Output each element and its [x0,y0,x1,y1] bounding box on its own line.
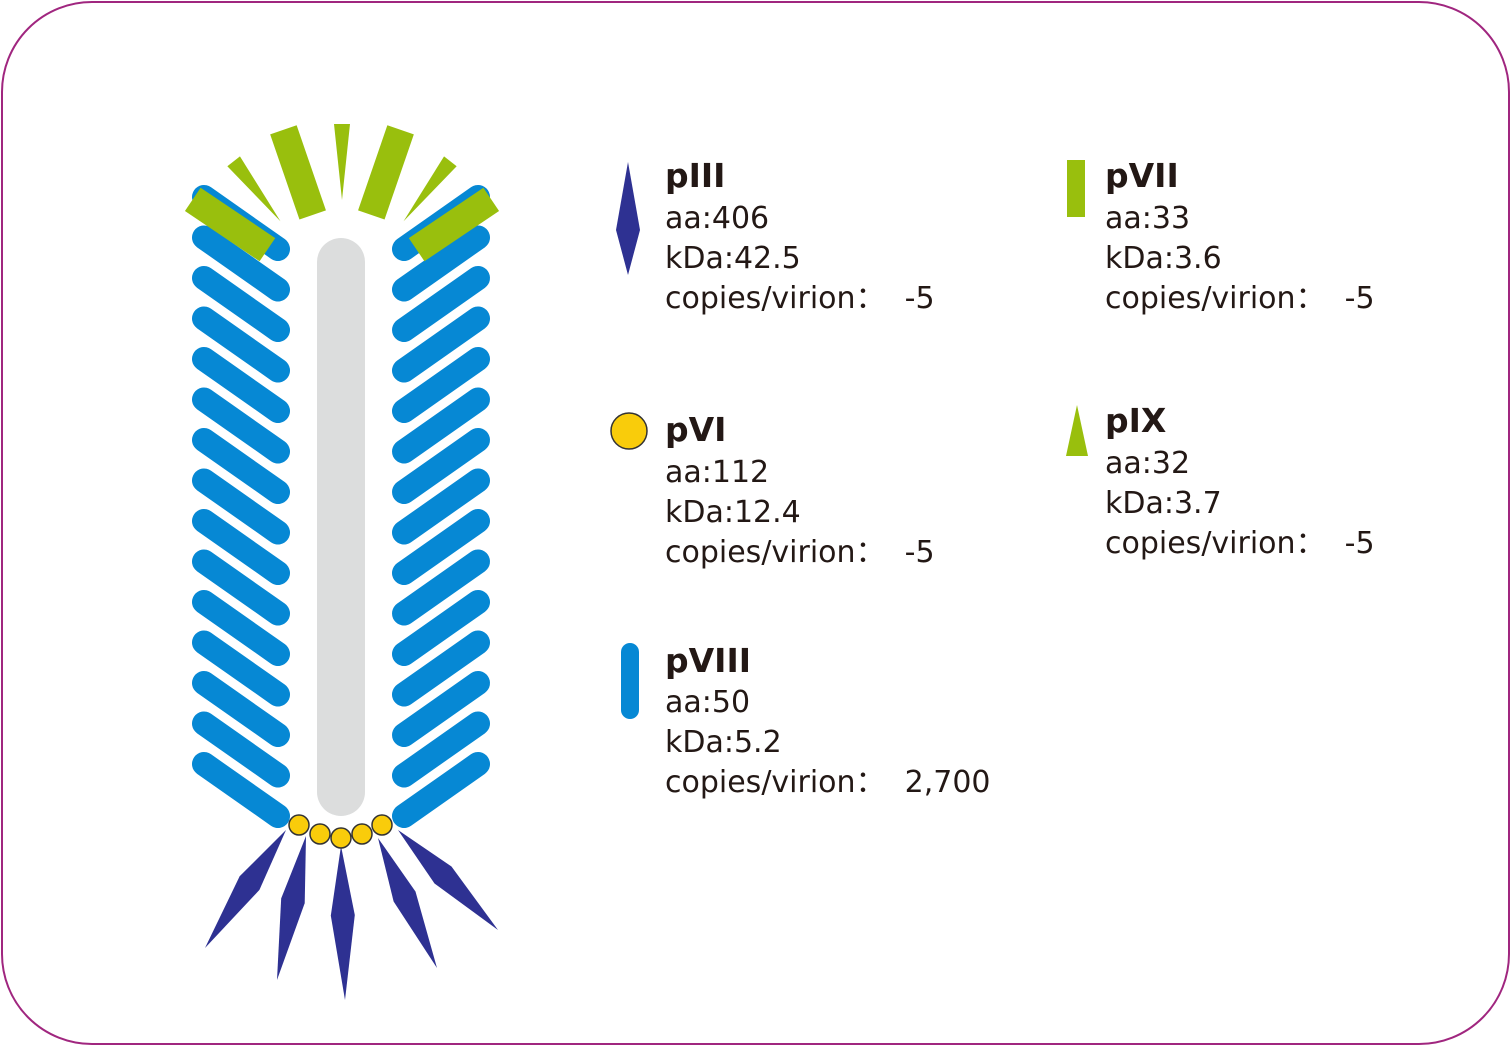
coat-rod [392,225,490,302]
tip-protein [334,124,350,200]
pvi-protein [330,827,352,849]
pvi-protein [309,823,331,845]
tip-protein [408,187,500,262]
coat-rod [192,590,290,666]
kda: kDa:3.7 [1105,486,1222,521]
tail-protein [378,838,437,968]
tip-protein [403,156,457,222]
copies: copies/virion： -5 [1105,281,1375,316]
coat-rod [192,509,290,585]
coat-rod [192,428,290,504]
tail-protein [330,846,355,1000]
pviii-icon [621,643,639,719]
kda: kDa:42.5 [665,241,801,276]
coat-rod [392,752,490,828]
pvi-icon [610,412,648,450]
pix-icon [1066,405,1088,456]
aa: aa:50 [665,685,750,720]
aa: aa:406 [665,201,769,236]
coat-rod [192,266,290,342]
tip-protein [184,187,276,262]
coat-rod [192,225,290,302]
name: pIII [665,156,725,195]
coat-rod [392,509,490,585]
coat-rod [392,590,490,666]
name: pVII [1105,156,1179,195]
coat-rod [192,347,290,423]
tail-protein [277,836,306,980]
coat-rod [192,630,290,707]
aa: aa:112 [665,455,769,490]
legend: pIII aa:406 kDa:42.5 copies/virion： -5 p… [665,156,1375,800]
aa: aa:33 [1105,201,1190,236]
coat-rod [192,387,290,464]
tail-protein [398,830,498,930]
copies: copies/virion： -5 [1105,526,1375,561]
tip-protein [270,125,326,220]
aa: aa:32 [1105,446,1190,481]
coat-rod [392,266,490,342]
coat-rod [392,428,490,504]
coat-rod [392,549,490,626]
coat-rod [392,671,490,747]
coat-rod [392,468,490,545]
copies: copies/virion： -5 [665,281,935,316]
coat-rod [192,752,290,828]
phage [184,124,500,1000]
tip-protein [227,156,281,222]
coat-rod [192,711,290,788]
name: pIX [1105,401,1166,440]
tail-protein [205,830,286,948]
kda: kDa:12.4 [665,495,801,530]
coat-rod [192,306,290,383]
coat-rod [392,387,490,464]
coat-rod [192,468,290,545]
kda: kDa:5.2 [665,725,782,760]
piii-icon [616,162,640,275]
core [317,238,365,816]
coat-rod [392,630,490,707]
tip-protein [358,125,414,220]
coat-rod [392,711,490,788]
name: pVIII [665,641,751,680]
coat-rod [192,549,290,626]
coat-rod [392,306,490,383]
copies: copies/virion： 2,700 [665,765,991,800]
pvii-icon [1067,160,1085,217]
pvi-protein [288,814,310,836]
name: pVI [665,410,726,449]
copies: copies/virion： -5 [665,535,935,570]
coat-rod [192,671,290,747]
coat-rod [392,347,490,423]
kda: kDa:3.6 [1105,241,1222,276]
pvi-protein [351,823,373,845]
pvi-protein [371,814,393,836]
